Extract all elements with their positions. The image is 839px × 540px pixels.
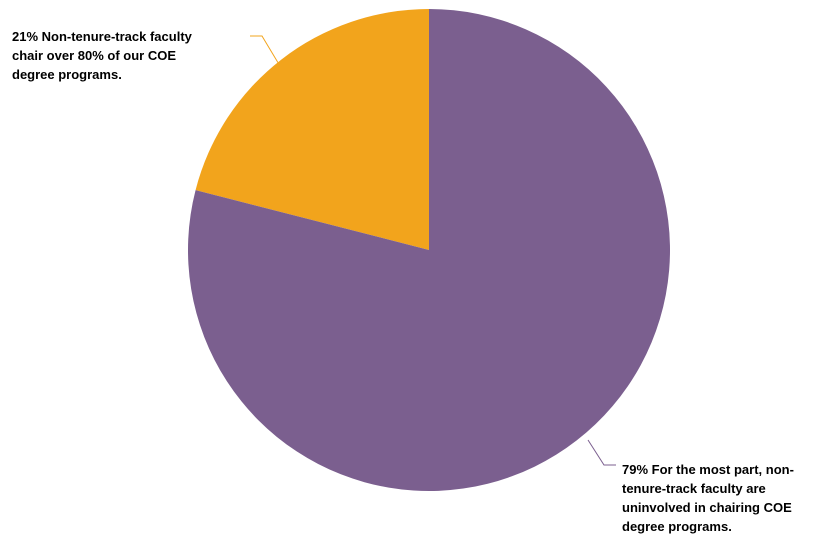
slice-label-line: chair over 80% of our COE — [12, 48, 176, 63]
pie-slice-non-tenure-uninvolved — [188, 9, 671, 491]
leader-line-non-tenure-uninvolved — [587, 439, 616, 466]
slice-label-line: uninvolved in chairing COE — [622, 500, 792, 515]
slice-label-non-tenure-uninvolved: 79% For the most part, non- tenure-track… — [622, 460, 794, 536]
slice-label-line: degree programs. — [12, 67, 122, 82]
slice-label-line: 79% For the most part, non- — [622, 462, 794, 477]
slice-label-line: degree programs. — [622, 519, 732, 534]
slice-label-line: 21% Non-tenure-track faculty — [12, 29, 192, 44]
slice-label-non-tenure-chair: 21% Non-tenure-track faculty chair over … — [12, 27, 192, 84]
pie-slice-non-tenure-chair — [195, 9, 429, 250]
leader-line-non-tenure-chair — [250, 35, 281, 67]
slice-label-line: tenure-track faculty are — [622, 481, 766, 496]
